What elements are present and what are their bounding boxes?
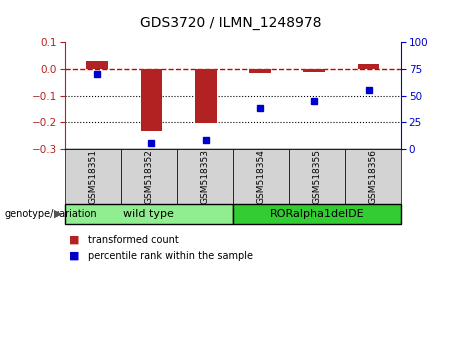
Text: percentile rank within the sample: percentile rank within the sample	[88, 251, 253, 261]
Text: GDS3720 / ILMN_1248978: GDS3720 / ILMN_1248978	[140, 16, 321, 30]
Text: GSM518356: GSM518356	[368, 149, 378, 204]
Bar	[141, 69, 162, 131]
Bar	[303, 69, 325, 72]
Bar	[195, 69, 217, 124]
Text: RORalpha1delDE: RORalpha1delDE	[270, 209, 364, 219]
Text: genotype/variation: genotype/variation	[5, 209, 97, 219]
Text: GSM518351: GSM518351	[88, 149, 97, 204]
Text: GSM518352: GSM518352	[144, 149, 153, 204]
Text: ■: ■	[69, 251, 80, 261]
Text: transformed count: transformed count	[88, 235, 178, 245]
Text: ▶: ▶	[54, 209, 62, 219]
Text: GSM518353: GSM518353	[200, 149, 209, 204]
Bar	[358, 64, 379, 69]
Text: GSM518354: GSM518354	[256, 149, 266, 204]
Text: ■: ■	[69, 235, 80, 245]
Bar	[249, 69, 271, 73]
Text: GSM518355: GSM518355	[313, 149, 321, 204]
Text: wild type: wild type	[123, 209, 174, 219]
Bar	[86, 61, 108, 69]
